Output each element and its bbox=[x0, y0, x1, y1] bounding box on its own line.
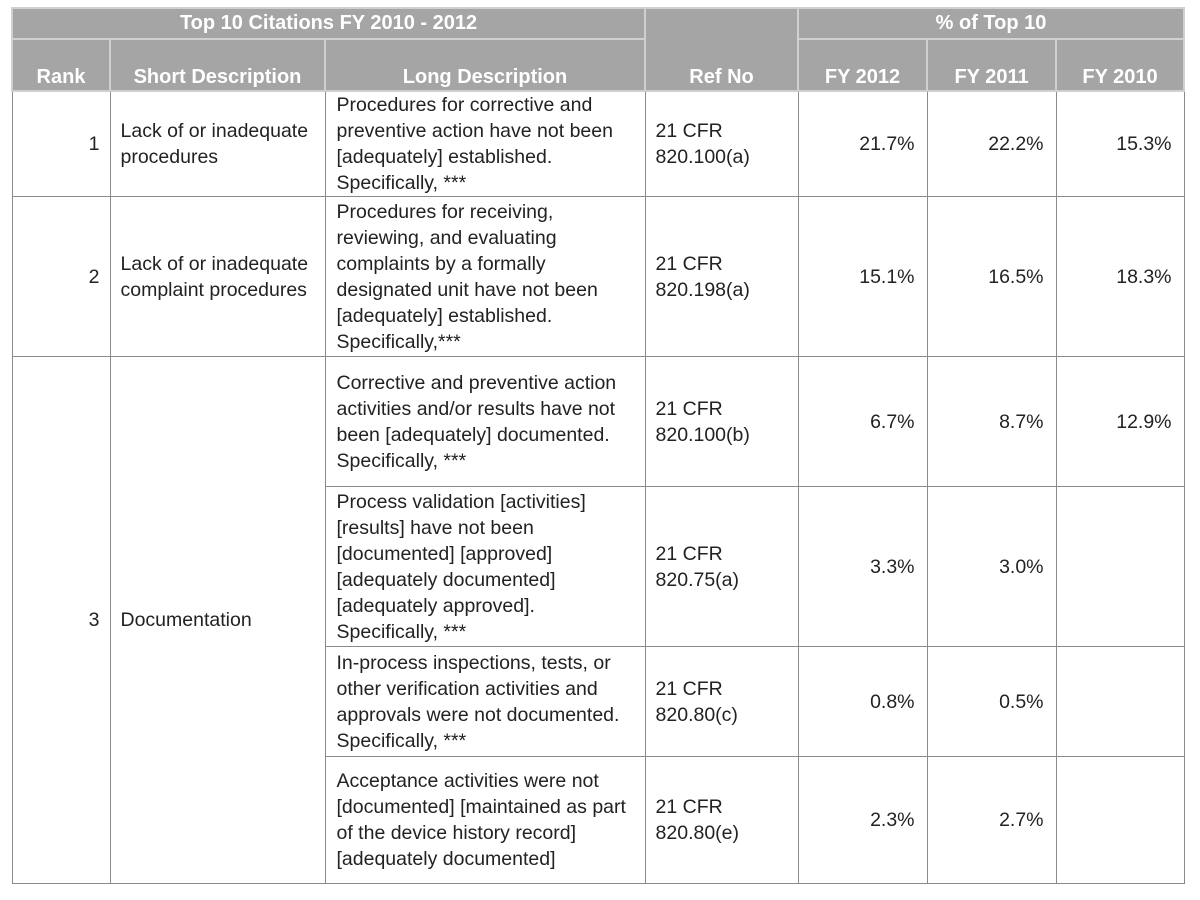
table-title: Top 10 Citations FY 2010 - 2012 bbox=[10, 7, 647, 40]
percent-cell: 3.3% bbox=[797, 486, 928, 647]
percent-cell: 22.2% bbox=[926, 90, 1057, 197]
short-description-cell: Documentation bbox=[109, 356, 326, 884]
rank-cell: 1 bbox=[11, 90, 111, 197]
percent-cell: 0.8% bbox=[797, 646, 928, 757]
percent-cell: 3.0% bbox=[926, 486, 1057, 647]
rank-cell: 2 bbox=[11, 196, 111, 357]
ref-no-cell: 21 CFR 820.100(b) bbox=[644, 356, 799, 487]
percent-cell: 16.5% bbox=[926, 196, 1057, 357]
column-header: FY 2012 bbox=[797, 38, 929, 92]
table-row: Acceptance activities were not [document… bbox=[12, 756, 1185, 884]
long-description-cell: Procedures for corrective and preventive… bbox=[324, 90, 646, 197]
citations-table: Top 10 Citations FY 2010 - 2012 Ref No %… bbox=[10, 7, 1186, 884]
table-container: Top 10 Citations FY 2010 - 2012 Ref No %… bbox=[10, 7, 1186, 884]
percent-cell bbox=[1055, 486, 1185, 647]
percent-cell: 21.7% bbox=[797, 90, 928, 197]
short-description-cell: Lack of or inadequate complaint procedur… bbox=[109, 196, 326, 357]
percent-cell: 6.7% bbox=[797, 356, 928, 487]
short-description-cell: Lack of or inadequate procedures bbox=[109, 90, 326, 197]
percent-cell: 15.1% bbox=[797, 196, 928, 357]
percent-cell: 2.7% bbox=[926, 756, 1057, 884]
column-header: Ref No bbox=[644, 7, 800, 92]
long-description-cell: Corrective and preventive action activit… bbox=[324, 356, 646, 487]
column-header: FY 2010 bbox=[1055, 38, 1186, 92]
percent-cell: 18.3% bbox=[1055, 196, 1185, 357]
percent-cell: 12.9% bbox=[1055, 356, 1185, 487]
rank-cell: 3 bbox=[11, 356, 111, 884]
ref-no-cell: 21 CFR 820.80(e) bbox=[644, 756, 799, 884]
column-header: Rank bbox=[11, 38, 111, 92]
ref-no-cell: 21 CFR 820.80(c) bbox=[644, 646, 799, 757]
long-description-cell: Procedures for receiving, reviewing, and… bbox=[324, 196, 646, 357]
percent-cell: 8.7% bbox=[926, 356, 1057, 487]
group-header: % of Top 10 bbox=[797, 7, 1186, 40]
percent-cell: 2.3% bbox=[797, 756, 928, 884]
table-row: In-process inspections, tests, or other … bbox=[12, 646, 1185, 757]
ref-no-cell: 21 CFR 820.75(a) bbox=[644, 486, 799, 647]
header-row: Rank Short Description Long Description … bbox=[11, 38, 1186, 92]
table-body: 1 Lack of or inadequate procedures Procedu… bbox=[11, 90, 1185, 884]
percent-cell: 15.3% bbox=[1055, 90, 1185, 197]
table-row: 3 Documentation Corrective and preventive … bbox=[11, 356, 1185, 884]
table-row: 2 Lack of or inadequate complaint procedu… bbox=[11, 196, 1185, 357]
ref-no-cell: 21 CFR 820.100(a) bbox=[644, 90, 799, 197]
header-row: Top 10 Citations FY 2010 - 2012 Ref No %… bbox=[10, 7, 1186, 92]
table-row: 1 Lack of or inadequate procedures Procedu… bbox=[11, 90, 1185, 197]
percent-cell bbox=[1055, 756, 1185, 884]
column-header: Short Description bbox=[109, 38, 326, 92]
column-header: FY 2011 bbox=[926, 38, 1058, 92]
percent-cell: 0.5% bbox=[926, 646, 1057, 757]
long-description-cell: Acceptance activities were not [document… bbox=[324, 756, 646, 884]
column-header: Long Description bbox=[323, 38, 647, 92]
ref-no-cell: 21 CFR 820.198(a) bbox=[644, 196, 799, 357]
long-description-cell: Process validation [activities] [results… bbox=[324, 486, 646, 647]
long-description-cell: In-process inspections, tests, or other … bbox=[324, 646, 646, 757]
percent-cell bbox=[1055, 646, 1185, 757]
